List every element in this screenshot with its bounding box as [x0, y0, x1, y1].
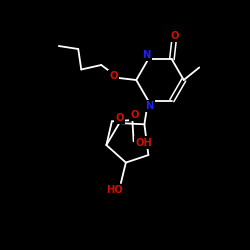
Text: O: O — [170, 31, 178, 41]
Text: O: O — [130, 110, 139, 120]
Text: HO: HO — [106, 185, 123, 195]
Text: N: N — [142, 50, 150, 60]
Text: O: O — [109, 71, 118, 81]
Text: OH: OH — [136, 138, 152, 147]
Text: O: O — [115, 112, 124, 122]
Text: N: N — [145, 101, 154, 111]
